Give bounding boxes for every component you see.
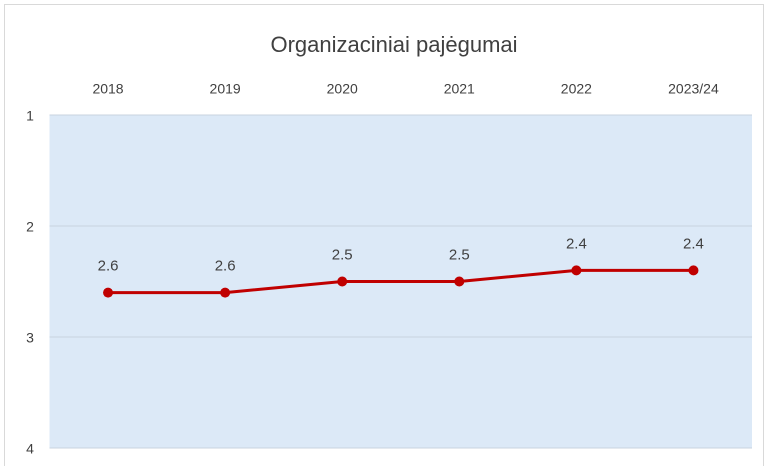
data-point bbox=[337, 276, 348, 287]
data-label: 2.5 bbox=[332, 246, 353, 263]
x-tick-label: 2020 bbox=[327, 81, 358, 97]
data-label: 2.5 bbox=[449, 246, 470, 263]
y-tick-label: 4 bbox=[26, 441, 34, 457]
x-tick-label: 2018 bbox=[92, 81, 123, 97]
x-tick-label: 2019 bbox=[210, 81, 241, 97]
data-label: 2.6 bbox=[215, 258, 236, 275]
data-point bbox=[571, 265, 582, 276]
data-label: 2.6 bbox=[98, 258, 119, 275]
data-point bbox=[103, 287, 114, 298]
x-tick-label: 2021 bbox=[444, 81, 475, 97]
data-point bbox=[688, 265, 699, 276]
data-point bbox=[454, 276, 465, 287]
data-label: 2.4 bbox=[683, 235, 704, 252]
data-label: 2.4 bbox=[566, 235, 587, 252]
y-tick-label: 2 bbox=[26, 219, 34, 235]
x-tick-label: 2023/24 bbox=[668, 81, 719, 97]
series-line bbox=[108, 268, 694, 295]
y-tick-label: 3 bbox=[26, 330, 34, 346]
data-point bbox=[220, 287, 231, 298]
y-tick-label: 1 bbox=[26, 108, 34, 124]
x-tick-label: 2022 bbox=[561, 81, 592, 97]
chart-title: Organizaciniai pajėgumai bbox=[270, 32, 517, 57]
